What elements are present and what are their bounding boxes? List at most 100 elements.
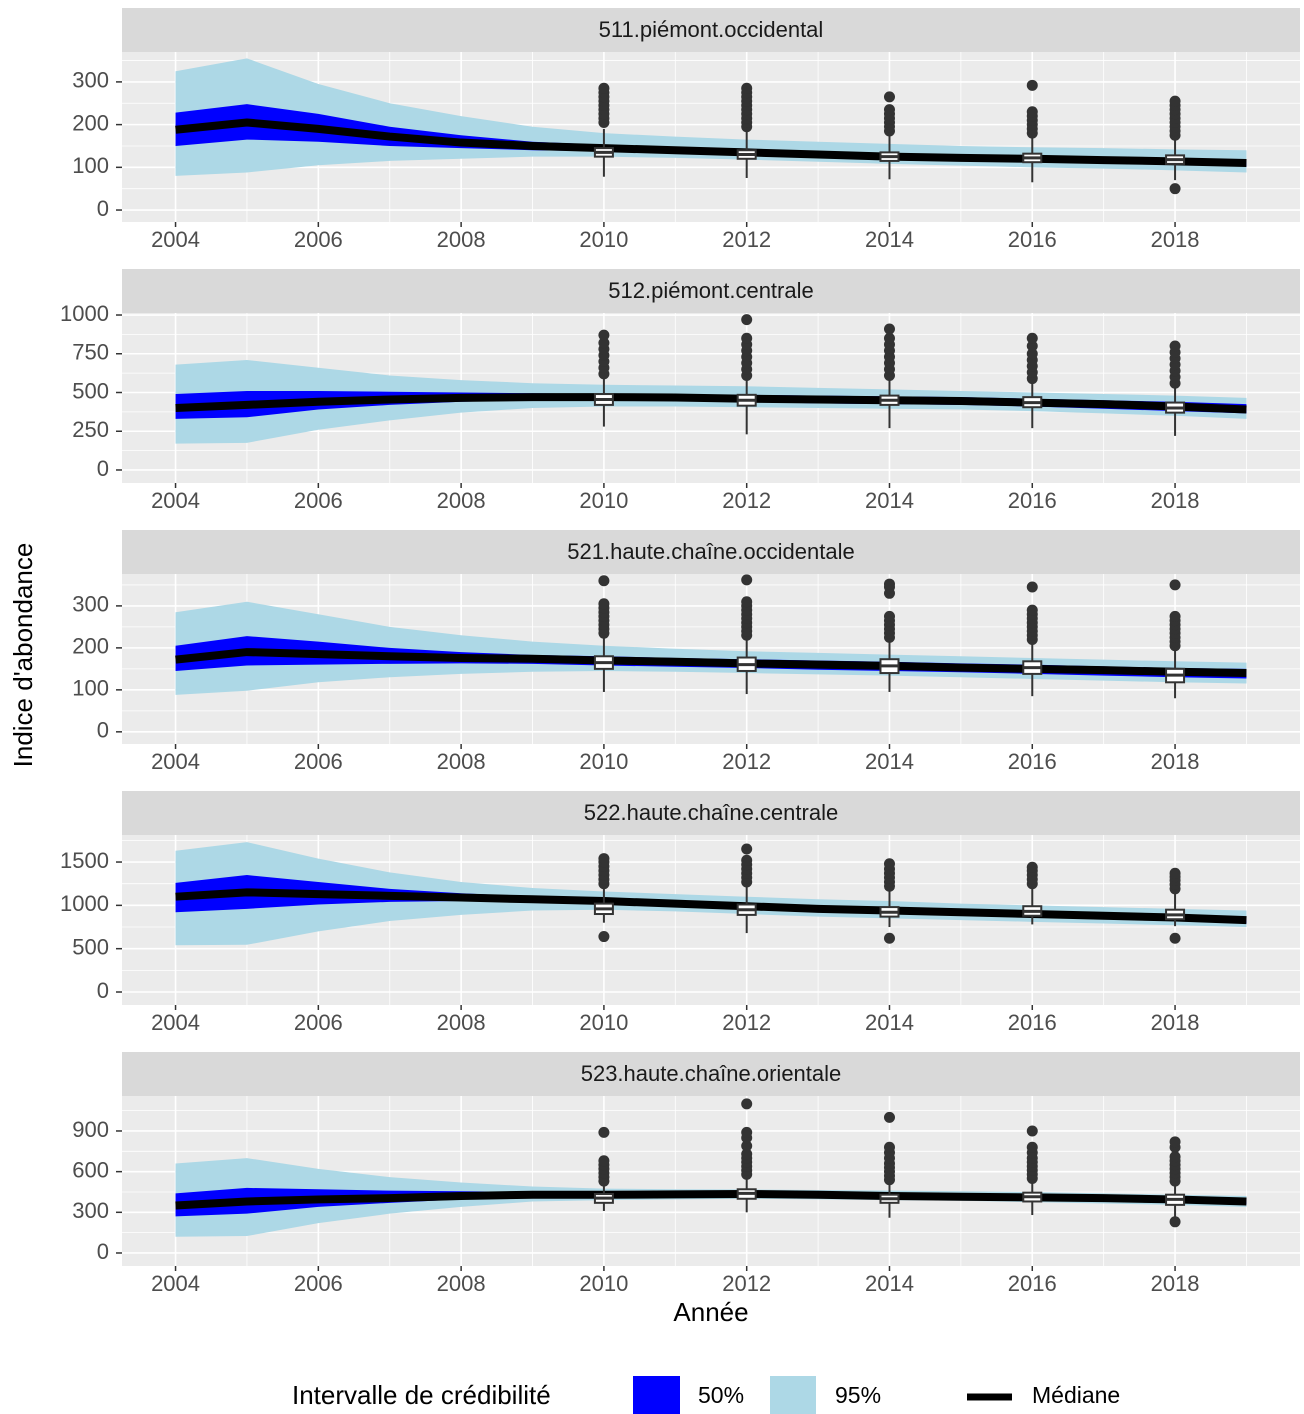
- outlier: [598, 329, 610, 341]
- outlier: [1169, 610, 1181, 622]
- outlier: [741, 1148, 753, 1160]
- x-tick-label: 2016: [1008, 749, 1057, 774]
- outlier: [1026, 340, 1038, 352]
- median-line: [175, 888, 1247, 925]
- outlier: [883, 104, 895, 116]
- y-tick-label: 1000: [60, 891, 109, 916]
- outlier: [1026, 79, 1038, 91]
- x-tick-label: 2016: [1008, 1271, 1057, 1296]
- outlier: [883, 578, 895, 590]
- strip: [122, 791, 1300, 835]
- x-tick-label: 2008: [437, 1271, 486, 1296]
- outlier: [883, 932, 895, 944]
- x-tick-label: 2008: [437, 227, 486, 252]
- x-tick-label: 2016: [1008, 227, 1057, 252]
- outlier: [741, 332, 753, 344]
- panel-title: 511.piémont.occidental: [599, 17, 824, 42]
- outlier: [598, 575, 610, 587]
- outlier: [883, 91, 895, 103]
- outlier: [1026, 861, 1038, 873]
- y-tick-label: 600: [72, 1157, 109, 1182]
- x-tick-label: 2012: [722, 1010, 771, 1035]
- x-tick-label: 2016: [1008, 1010, 1057, 1035]
- y-tick-label: 1000: [60, 301, 109, 326]
- outlier: [1026, 1141, 1038, 1153]
- y-tick-label: 200: [72, 634, 109, 659]
- median-line: [175, 118, 1247, 168]
- median-line: [175, 393, 1247, 414]
- x-tick-label: 2014: [865, 1010, 914, 1035]
- outlier: [1026, 106, 1038, 118]
- y-tick-label: 200: [72, 110, 109, 135]
- x-tick-label: 2008: [437, 488, 486, 513]
- strip: [122, 1052, 1300, 1096]
- y-tick-label: 500: [72, 378, 109, 403]
- y-tick-label: 100: [72, 153, 109, 178]
- outlier: [598, 337, 610, 349]
- credible-band: [175, 842, 1247, 946]
- outlier: [883, 1141, 895, 1153]
- y-tick-label: 300: [72, 1198, 109, 1223]
- outlier: [1026, 332, 1038, 344]
- outlier: [883, 1111, 895, 1123]
- x-tick-label: 2006: [294, 1271, 343, 1296]
- y-tick-label: 100: [72, 676, 109, 701]
- y-tick-label: 300: [72, 68, 109, 93]
- median-line: [175, 1190, 1247, 1210]
- outlier: [1026, 348, 1038, 360]
- x-tick-label: 2010: [579, 749, 628, 774]
- y-tick-label: 750: [72, 340, 109, 365]
- outlier: [1026, 1125, 1038, 1137]
- legend-swatch: [633, 1376, 680, 1414]
- x-tick-label: 2014: [865, 749, 914, 774]
- outlier: [1169, 340, 1181, 352]
- outlier: [1026, 604, 1038, 616]
- x-tick-label: 2014: [865, 227, 914, 252]
- legend-label: 50%: [698, 1382, 744, 1408]
- outlier: [741, 596, 753, 608]
- x-tick-label: 2008: [437, 749, 486, 774]
- outlier: [741, 1098, 753, 1110]
- outlier: [741, 314, 753, 326]
- x-tick-label: 2012: [722, 1271, 771, 1296]
- outlier: [598, 853, 610, 865]
- x-tick-label: 2018: [1151, 749, 1200, 774]
- x-tick-label: 2010: [579, 1010, 628, 1035]
- legend-title: Intervalle de crédibilité: [292, 1380, 551, 1410]
- y-tick-label: 900: [72, 1117, 109, 1142]
- x-tick-label: 2012: [722, 488, 771, 513]
- outlier: [741, 1140, 753, 1152]
- outlier: [1169, 183, 1181, 195]
- x-tick-label: 2014: [865, 488, 914, 513]
- strip: [122, 530, 1300, 574]
- x-tick-label: 2006: [294, 488, 343, 513]
- x-tick-label: 2004: [151, 488, 200, 513]
- y-tick-label: 0: [97, 196, 109, 221]
- x-tick-label: 2018: [1151, 1010, 1200, 1035]
- outlier: [598, 1155, 610, 1167]
- outlier: [598, 598, 610, 610]
- y-tick-label: 0: [97, 718, 109, 743]
- panel-title: 512.piémont.centrale: [608, 278, 813, 303]
- x-tick-label: 2018: [1151, 227, 1200, 252]
- median-line: [175, 648, 1247, 678]
- y-tick-label: 300: [72, 592, 109, 617]
- panel-title: 521.haute.chaîne.occidentale: [567, 539, 854, 564]
- panel-title: 522.haute.chaîne.centrale: [584, 800, 838, 825]
- outlier: [741, 82, 753, 94]
- x-tick-label: 2004: [151, 749, 200, 774]
- outlier: [741, 1126, 753, 1138]
- outlier: [1026, 581, 1038, 593]
- legend-label: 95%: [835, 1382, 881, 1408]
- x-tick-label: 2004: [151, 1271, 200, 1296]
- outlier: [1169, 1216, 1181, 1228]
- outlier: [741, 574, 753, 586]
- x-tick-label: 2010: [579, 227, 628, 252]
- y-tick-label: 0: [97, 978, 109, 1003]
- x-tick-label: 2006: [294, 1010, 343, 1035]
- outlier: [598, 931, 610, 943]
- outlier: [1169, 1151, 1181, 1163]
- outlier: [883, 858, 895, 870]
- outlier: [1169, 867, 1181, 879]
